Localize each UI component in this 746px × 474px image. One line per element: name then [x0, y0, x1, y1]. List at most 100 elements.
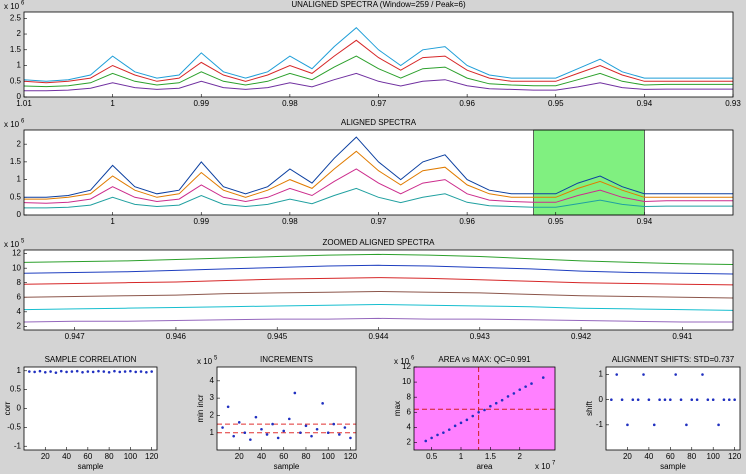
point — [145, 370, 148, 374]
point — [343, 426, 347, 429]
y-tick-label: 6 — [17, 292, 22, 301]
y-tick-label: -0.5 — [7, 422, 21, 431]
x-tick-label: 0.98 — [282, 99, 298, 108]
x-tick-label: 0.944 — [368, 332, 389, 341]
x-axis-label: sample — [78, 462, 104, 471]
y-tick-label: 1.5 — [10, 45, 22, 54]
y-scale-base: x 10 — [197, 357, 213, 366]
y-axis-label: shift — [585, 400, 594, 415]
y-tick-label: 10 — [402, 377, 411, 386]
point — [701, 373, 704, 376]
axes-background — [24, 250, 733, 330]
x-tick-label: 120 — [145, 452, 159, 461]
point — [483, 408, 486, 412]
point — [33, 370, 36, 374]
x-tick-label: 0.95 — [548, 99, 564, 108]
axes-background — [217, 367, 356, 450]
point — [310, 434, 313, 438]
x-tick-label: 40 — [257, 452, 266, 461]
point — [430, 436, 433, 440]
spectrum-line — [23, 39, 733, 84]
y-tick-label: 2 — [17, 321, 22, 330]
spectrum-line — [23, 168, 733, 204]
x-axis-label: area — [476, 462, 493, 471]
axes-frame — [605, 366, 741, 451]
y-tick-label: 3 — [210, 393, 215, 402]
x-tick-label: 0.96 — [459, 217, 475, 226]
y-axis-label: min incr — [196, 394, 205, 422]
axes-frame — [23, 11, 734, 98]
axes-background — [414, 367, 555, 450]
point — [299, 431, 302, 435]
point — [647, 398, 651, 401]
spectrum-line — [23, 303, 734, 311]
point — [424, 439, 428, 443]
x-scale-power: 7 — [552, 461, 556, 467]
x-tick-label: 120 — [728, 452, 742, 461]
point — [81, 370, 84, 374]
point — [118, 370, 122, 374]
point — [304, 424, 308, 428]
y-tick-label: 8 — [407, 392, 412, 401]
point — [86, 370, 90, 373]
axes-background — [24, 12, 733, 97]
y-tick-label: 2 — [407, 438, 412, 447]
y-tick-label: 0.5 — [10, 192, 22, 201]
point — [706, 398, 710, 401]
spectrum-line — [23, 55, 733, 88]
axes-frame — [23, 249, 734, 331]
point — [695, 398, 699, 401]
point — [711, 398, 715, 401]
point — [658, 398, 661, 401]
point — [459, 421, 463, 425]
highlight-region — [533, 129, 645, 216]
point — [674, 373, 677, 376]
x-tick-label: 2 — [518, 452, 523, 461]
y-axis-label: corr — [3, 401, 12, 415]
point — [477, 410, 480, 414]
point — [129, 369, 132, 373]
point — [690, 398, 694, 401]
x-tick-label: 1.5 — [485, 452, 497, 461]
x-tick-label: 80 — [687, 452, 696, 461]
point — [620, 398, 624, 401]
spectrum-line — [24, 187, 733, 209]
x-tick-label: 60 — [83, 452, 92, 461]
point — [91, 370, 95, 374]
x-tick-label: 60 — [279, 452, 288, 461]
x-tick-label: 120 — [344, 452, 358, 461]
axes-frame — [216, 366, 357, 451]
x-tick-label: 100 — [707, 452, 721, 461]
point — [489, 404, 492, 408]
point — [75, 369, 79, 373]
spectrum-line — [23, 290, 734, 299]
point — [733, 398, 736, 401]
y-tick-label: 12 — [402, 362, 411, 371]
point — [436, 433, 439, 437]
point — [615, 373, 619, 376]
y-tick-label: 8 — [17, 278, 22, 287]
point — [518, 388, 522, 391]
point — [113, 369, 116, 373]
x-tick-label: 60 — [666, 452, 675, 461]
point — [669, 398, 672, 401]
point — [276, 436, 280, 440]
axes-frame — [23, 129, 734, 216]
axes-frame — [23, 366, 158, 451]
spectrum-line — [24, 150, 733, 200]
point — [524, 385, 527, 388]
x-tick-label: 0.945 — [267, 332, 288, 341]
y-tick-label: -1 — [596, 420, 604, 429]
point — [722, 398, 726, 401]
y-tick-label: 0 — [17, 404, 22, 413]
y-scale-base: x 10 — [4, 120, 20, 129]
x-tick-label: 0.95 — [548, 217, 564, 226]
x-tick-label: 0.947 — [65, 332, 86, 341]
spectrum-line — [23, 317, 733, 323]
point — [54, 371, 58, 374]
x-tick-label: 0.941 — [672, 332, 693, 341]
y-tick-label: 1 — [210, 428, 215, 437]
point — [38, 369, 42, 373]
x-tick-label: 1 — [459, 452, 464, 461]
point — [471, 414, 475, 418]
